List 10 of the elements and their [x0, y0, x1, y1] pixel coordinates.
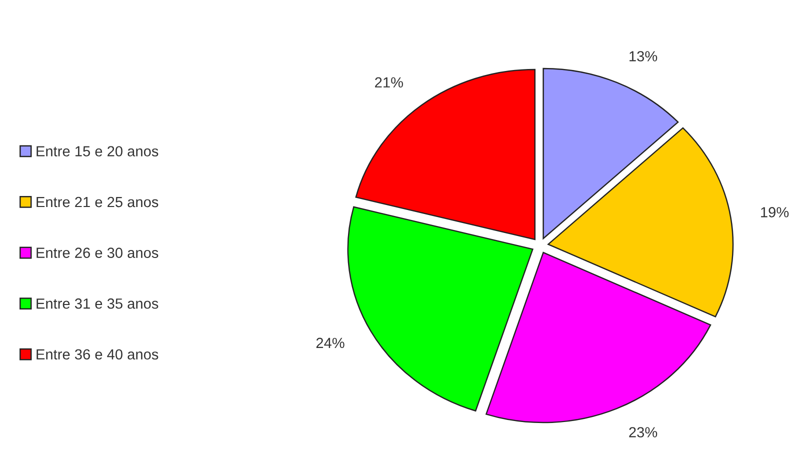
- legend-label: Entre 36 e 40 anos: [36, 349, 158, 360]
- legend-label: Entre 21 e 25 anos: [36, 196, 158, 208]
- data-label: 21%: [375, 77, 403, 88]
- legend-label: Entre 31 e 35 anos: [36, 298, 158, 309]
- data-label: 23%: [629, 427, 658, 438]
- legend-label: Entre 26 e 30 anos: [36, 248, 158, 258]
- data-label: 13%: [630, 51, 658, 62]
- legend-label: Entre 15 e 20 anos: [36, 146, 158, 156]
- data-label: 24%: [316, 338, 344, 348]
- data-label: 19%: [761, 207, 789, 218]
